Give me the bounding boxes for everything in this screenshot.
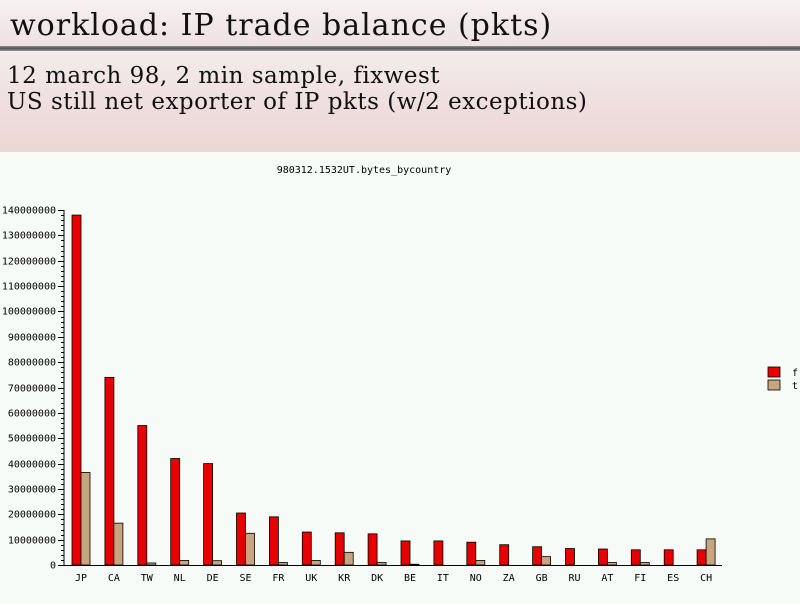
y-tick-label: 90000000 <box>8 333 56 344</box>
bar-t-tw <box>146 562 157 566</box>
bar-f-no <box>466 541 477 566</box>
bar-t-se <box>245 532 255 566</box>
chart-area: 980312.1532UT.bytes_bycountry 0 10000000 2… <box>0 152 800 600</box>
chart-title: 980312.1532UT.bytes_bycountry <box>277 165 452 176</box>
y-tick-label: 30000000 <box>8 485 56 496</box>
bar-f-za <box>499 544 510 566</box>
x-tick-label: DE <box>207 573 219 584</box>
bar-f-se <box>236 512 246 566</box>
y-tick-label: 110000000 <box>2 282 56 293</box>
title-band: workload: IP trade balance (pkts) <box>0 0 800 46</box>
x-tick-label: CH <box>700 573 712 584</box>
bar-f-dk <box>367 533 378 566</box>
x-tick-label: GB <box>536 573 548 584</box>
x-axis: JP CA TW NL DE SE FR UK KR DK BE IT NO ZA GB RU AT FI ES CH <box>64 565 722 584</box>
bar-t-ca <box>113 522 124 566</box>
bar-f-tw <box>137 425 148 566</box>
y-tick-label: 10000000 <box>8 536 56 547</box>
y-tick-label: 20000000 <box>8 510 56 521</box>
legend-swatch-f <box>767 366 781 378</box>
x-tick-label: UK <box>305 573 317 584</box>
bar-f-nl <box>170 458 181 566</box>
bar-f-ru <box>565 548 575 566</box>
y-tick-label: 100000000 <box>2 307 56 318</box>
x-tick-label: FI <box>634 573 646 584</box>
bar-f-kr <box>334 532 345 566</box>
bar-t-be <box>409 563 420 566</box>
bar-group <box>71 214 716 566</box>
title-divider <box>0 46 800 51</box>
x-tick-label: KR <box>338 573 351 584</box>
slide-title: workload: IP trade balance (pkts) <box>10 8 553 43</box>
x-tick-label: BE <box>404 573 416 584</box>
x-tick-label: ES <box>667 573 679 584</box>
bar-f-jp <box>71 214 82 566</box>
legend-swatch-t <box>767 379 781 391</box>
bar-f-be <box>400 540 411 566</box>
x-tick-label: JP <box>75 573 87 584</box>
y-tick-label: 60000000 <box>8 409 56 420</box>
y-tick-label: 40000000 <box>8 460 56 471</box>
legend-label-f: f <box>792 368 798 379</box>
y-tick-label: 0 <box>50 561 56 572</box>
y-tick-label: 70000000 <box>8 384 56 395</box>
y-tick-label: 140000000 <box>2 206 56 217</box>
legend: ft <box>767 366 798 392</box>
bar-f-es <box>663 549 674 566</box>
x-tick-label: TW <box>141 573 154 584</box>
x-tick-label: RU <box>568 573 580 584</box>
x-tick-label: SE <box>239 573 251 584</box>
bar-f-uk <box>301 531 312 566</box>
bar-t-uk <box>310 560 321 566</box>
y-tick-label: 50000000 <box>8 434 56 445</box>
bar-t-gb <box>541 556 551 566</box>
bar-f-ch <box>696 549 707 566</box>
y-tick-label: 80000000 <box>8 358 56 369</box>
bar-t-fi <box>639 562 650 566</box>
bar-t-nl <box>179 560 190 566</box>
bar-f-at <box>598 548 608 566</box>
y-tick-label: 120000000 <box>2 257 56 268</box>
bar-f-it <box>433 540 444 566</box>
bar-t-fr <box>277 562 288 566</box>
x-tick-label: IT <box>437 573 449 584</box>
x-tick-label: DK <box>371 573 383 584</box>
bar-t-no <box>475 560 486 566</box>
bar-f-ca <box>104 376 115 566</box>
bar-t-dk <box>376 562 387 566</box>
bar-t-kr <box>343 551 354 566</box>
x-tick-label: NO <box>470 573 482 584</box>
bar-t-at <box>607 562 617 566</box>
x-tick-label: FR <box>272 573 285 584</box>
x-tick-label: ZA <box>503 573 515 584</box>
y-axis: 0 10000000 20000000 30000000 40000000 5000000… <box>2 206 65 572</box>
x-tick-label: AT <box>601 573 613 584</box>
subtitle-band: 12 march 98, 2 min sample, fixwest US st… <box>0 51 800 152</box>
bar-t-jp <box>80 472 91 566</box>
subtitle-line-1: 12 march 98, 2 min sample, fixwest <box>7 63 441 89</box>
x-tick-label: CA <box>108 573 120 584</box>
legend-label-t: t <box>792 381 798 392</box>
bar-f-de <box>203 463 214 566</box>
subtitle-line-2: US still net exporter of IP pkts (w/2 ex… <box>7 89 588 115</box>
bar-f-fi <box>630 549 641 566</box>
x-tick-label: NL <box>174 573 186 584</box>
bar-t-de <box>212 560 223 566</box>
bar-chart: 980312.1532UT.bytes_bycountry 0 10000000 2… <box>2 165 798 584</box>
bar-f-fr <box>268 516 279 566</box>
y-tick-label: 130000000 <box>2 231 56 242</box>
bar-f-gb <box>532 546 542 566</box>
bar-t-ch <box>705 538 716 566</box>
